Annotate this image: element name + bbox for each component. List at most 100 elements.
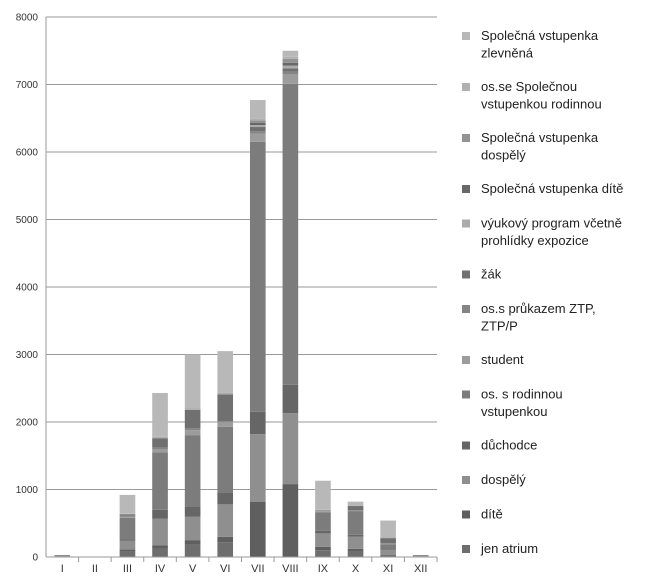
y-tick-label: 5000 bbox=[16, 215, 39, 226]
bar-segment bbox=[380, 544, 396, 550]
legend-item: dítě bbox=[462, 507, 503, 522]
bar-segment bbox=[282, 413, 299, 485]
legend-swatch bbox=[462, 83, 470, 91]
x-tick-label: XII bbox=[414, 563, 427, 575]
bar-segment bbox=[152, 509, 168, 519]
y-tick-label: 2000 bbox=[16, 418, 39, 429]
legend-swatch bbox=[462, 441, 470, 450]
bar-segment bbox=[152, 447, 168, 449]
bar-segment bbox=[347, 534, 364, 537]
legend-label: zlevněná bbox=[481, 46, 534, 61]
legend-item: os.se Společnou vstupenkou rodinnou bbox=[462, 79, 602, 112]
bar-segment bbox=[152, 545, 168, 549]
bar-segment bbox=[315, 510, 331, 512]
legend-swatch bbox=[462, 545, 470, 553]
bar-segment bbox=[152, 548, 168, 557]
bar-segment bbox=[249, 122, 266, 125]
legend: Společná vstupenka zlevněná os.se Společno… bbox=[462, 28, 623, 556]
bar-segment bbox=[119, 551, 136, 557]
bar-segment bbox=[249, 127, 266, 132]
bar-segment bbox=[184, 435, 201, 507]
legend-swatch bbox=[462, 219, 470, 228]
legend-label: os.se Společnou bbox=[481, 79, 577, 94]
legend-swatch bbox=[462, 356, 470, 364]
bar-segment bbox=[380, 537, 396, 539]
x-tick-label: I bbox=[61, 563, 64, 575]
legend-item: důchodce bbox=[462, 438, 537, 453]
legend-item: jen atrium bbox=[462, 541, 538, 556]
x-tick-label: III bbox=[123, 563, 132, 575]
bar-segment bbox=[282, 484, 299, 557]
bar-segment bbox=[315, 480, 331, 510]
y-tick-label: 6000 bbox=[16, 148, 39, 159]
x-tick-label: VII bbox=[251, 563, 264, 575]
bar-segment bbox=[315, 509, 331, 511]
bar-segment bbox=[347, 510, 364, 512]
bar-segment bbox=[380, 538, 396, 544]
bar-segment bbox=[119, 513, 136, 515]
bar-segment bbox=[152, 436, 168, 439]
y-tick-label: 3000 bbox=[16, 350, 39, 361]
y-tick-label: 0 bbox=[32, 553, 38, 564]
bar-segment bbox=[380, 520, 396, 538]
bar-segment bbox=[347, 501, 364, 506]
bar-segment bbox=[54, 555, 71, 557]
bar-segment bbox=[152, 518, 168, 546]
legend-label: Společná vstupenka bbox=[481, 130, 599, 145]
x-tick-label: V bbox=[189, 563, 197, 575]
legend-swatch bbox=[462, 305, 470, 313]
bar-segment bbox=[184, 516, 201, 541]
x-tick-label: VI bbox=[220, 563, 230, 575]
x-tick-label: II bbox=[92, 563, 98, 575]
bar-segment bbox=[184, 354, 201, 409]
bar-segment bbox=[249, 125, 266, 128]
bar-segment bbox=[217, 422, 234, 427]
bar-segment bbox=[119, 517, 136, 540]
bar-segment bbox=[119, 549, 136, 552]
bar-segment bbox=[249, 411, 266, 435]
bar-segment bbox=[184, 409, 201, 429]
bar-segment bbox=[184, 428, 201, 431]
legend-item: dospělý bbox=[462, 472, 526, 487]
bar-segment bbox=[282, 83, 299, 385]
legend-label: ZTP/P bbox=[481, 319, 518, 334]
bar-segment bbox=[217, 536, 234, 543]
x-tick-label: IX bbox=[318, 563, 329, 575]
bar-segment bbox=[347, 506, 364, 511]
legend-swatch bbox=[462, 476, 470, 484]
y-tick-label: 4000 bbox=[16, 283, 39, 294]
bar-segment bbox=[282, 71, 299, 75]
bar-segment bbox=[152, 392, 168, 437]
bar-segment bbox=[282, 65, 299, 69]
legend-label: jen atrium bbox=[480, 541, 538, 556]
bar-segment bbox=[315, 511, 331, 513]
legend-swatch bbox=[462, 270, 470, 279]
bar-segment bbox=[152, 452, 168, 510]
bar-segment bbox=[315, 512, 331, 531]
bar-segment bbox=[119, 514, 136, 516]
bar-segment bbox=[217, 421, 234, 423]
bar-segment bbox=[249, 434, 266, 502]
bar-segment bbox=[152, 449, 168, 453]
x-tick-label: IV bbox=[155, 563, 166, 575]
y-tick-label: 7000 bbox=[16, 80, 39, 91]
bar-segment bbox=[184, 408, 201, 410]
x-tick-label: X bbox=[352, 563, 360, 575]
legend-label: výukový program včetně bbox=[481, 216, 622, 231]
legend-swatch bbox=[462, 510, 470, 519]
bar-segment bbox=[184, 540, 201, 545]
bar-segment bbox=[282, 68, 299, 72]
legend-label: os. s rodinnou bbox=[481, 387, 563, 402]
legend-label: vstupenkou rodinnou bbox=[481, 97, 602, 112]
legend-label: os.s průkazem ZTP, bbox=[481, 301, 596, 316]
legend-swatch bbox=[462, 185, 470, 193]
legend-label: Společná vstupenka dítě bbox=[481, 181, 623, 196]
bar-segment bbox=[54, 554, 71, 556]
bar-segment bbox=[347, 505, 364, 507]
bar-segment bbox=[347, 536, 364, 549]
bar-segment bbox=[217, 492, 234, 505]
legend-item: Společná vstupenka dítě bbox=[462, 181, 623, 196]
bar-segment bbox=[119, 540, 136, 550]
bar-segment bbox=[412, 554, 429, 556]
